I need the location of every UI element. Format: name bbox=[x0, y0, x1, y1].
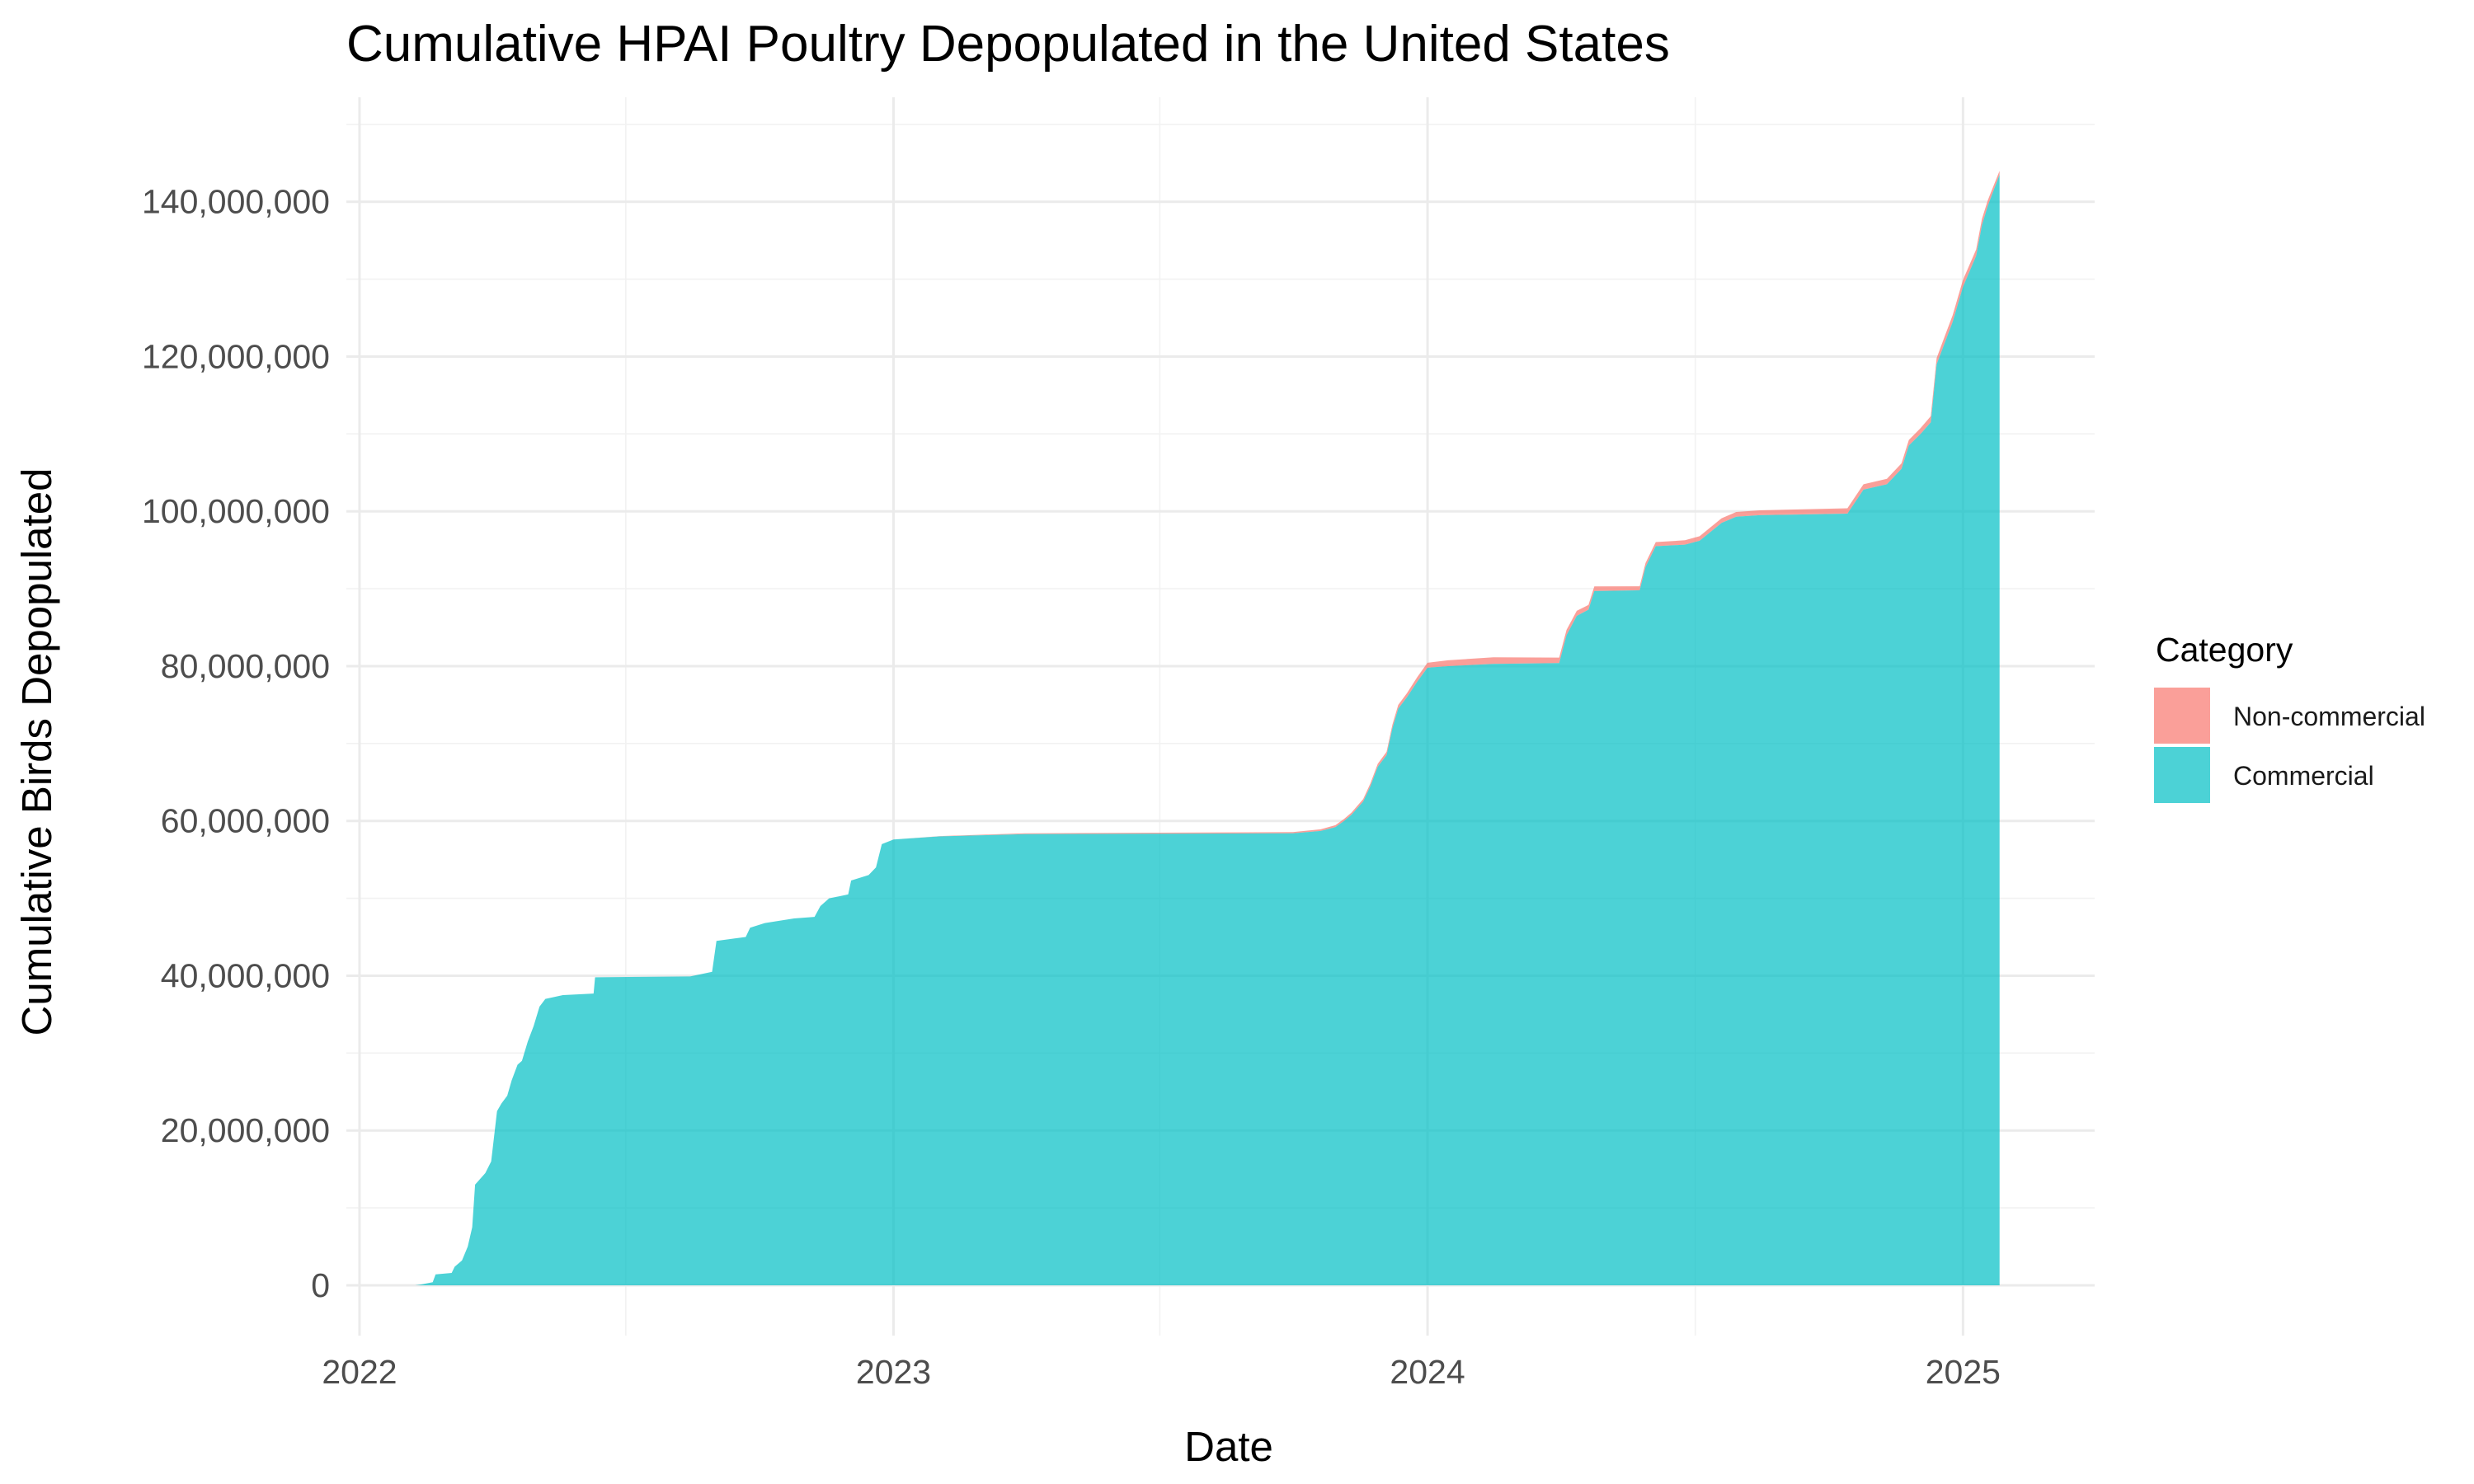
y-axis-title: Cumulative Birds Depopulated bbox=[13, 468, 60, 1036]
y-tick-label: 80,000,000 bbox=[161, 647, 330, 685]
x-tick-label: 2024 bbox=[1390, 1353, 1465, 1391]
area-commercial bbox=[415, 174, 2000, 1285]
y-tick-label: 60,000,000 bbox=[161, 802, 330, 840]
y-tick-label: 100,000,000 bbox=[142, 492, 330, 530]
y-tick-label: 120,000,000 bbox=[142, 337, 330, 375]
legend-label-commercial: Commercial bbox=[2233, 761, 2374, 791]
area-layer bbox=[415, 171, 2000, 1286]
y-tick-label: 0 bbox=[311, 1266, 330, 1304]
x-tick-label: 2022 bbox=[322, 1353, 397, 1391]
legend: Category Non-commercial Commercial bbox=[2154, 631, 2425, 803]
legend-key-commercial bbox=[2154, 747, 2210, 803]
legend-key-non-commercial bbox=[2154, 688, 2210, 744]
y-tick-label: 40,000,000 bbox=[161, 956, 330, 994]
x-axis-ticks: 2022 2023 2024 2025 bbox=[322, 1353, 2001, 1391]
chart-title: Cumulative HPAI Poultry Depopulated in t… bbox=[346, 16, 1670, 73]
x-axis-title: Date bbox=[1184, 1423, 1273, 1470]
y-tick-label: 20,000,000 bbox=[161, 1111, 330, 1149]
y-tick-label: 140,000,000 bbox=[142, 183, 330, 221]
legend-label-non-commercial: Non-commercial bbox=[2233, 702, 2425, 731]
y-axis-ticks: 0 20,000,000 40,000,000 60,000,000 80,000,00… bbox=[142, 183, 330, 1304]
x-tick-label: 2025 bbox=[1926, 1353, 2001, 1391]
x-tick-label: 2023 bbox=[856, 1353, 931, 1391]
legend-title: Category bbox=[2156, 631, 2293, 669]
